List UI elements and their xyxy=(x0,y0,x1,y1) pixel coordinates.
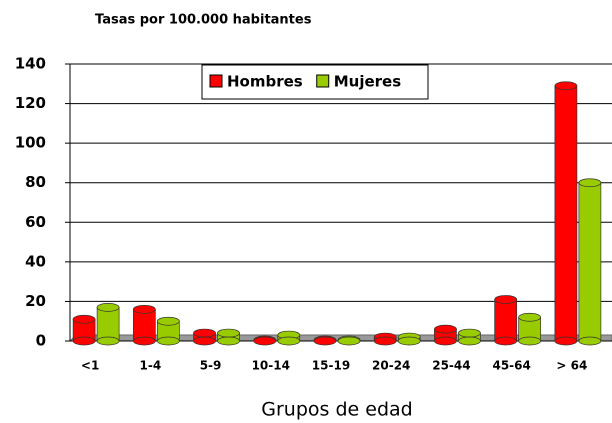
bar xyxy=(578,182,602,342)
bar-base xyxy=(217,336,240,346)
y-tick-label: 60 xyxy=(25,213,46,231)
bar-cap xyxy=(217,328,240,338)
chart-title: Tasas por 100.000 habitantes xyxy=(95,13,312,28)
x-axis-label: Grupos de edad xyxy=(261,399,412,421)
x-tick-label: 5-9 xyxy=(200,359,222,373)
bar-base xyxy=(96,336,120,346)
bar-cap xyxy=(156,316,180,326)
bar-base xyxy=(277,336,301,346)
legend-box xyxy=(201,64,429,100)
bar xyxy=(96,307,120,342)
bar-cap xyxy=(132,304,156,314)
y-tick-label: 40 xyxy=(25,252,46,270)
legend-swatch xyxy=(316,74,330,88)
x-tick-label: 1-4 xyxy=(139,359,161,373)
y-tick-label: 80 xyxy=(25,173,46,191)
bar-cap xyxy=(578,178,602,188)
bar-cap xyxy=(193,328,216,338)
bar-base xyxy=(72,336,96,346)
legend: Hombres Mujeres xyxy=(201,64,429,100)
bar-base xyxy=(253,336,277,346)
y-tick-label: 100 xyxy=(15,134,46,152)
bar-base xyxy=(554,336,578,346)
bar xyxy=(132,308,156,342)
x-tick-label: 45-64 xyxy=(492,359,530,373)
y-tick-label: 0 xyxy=(36,332,46,350)
bar-cap xyxy=(434,324,457,334)
bar-base xyxy=(193,336,216,346)
legend-label: Mujeres xyxy=(334,73,401,91)
x-tick-label: > 64 xyxy=(556,359,587,373)
x-tick-label: 15-19 xyxy=(312,359,350,373)
bar-cap xyxy=(494,295,518,304)
x-tick-label: <1 xyxy=(81,359,99,373)
bar-base xyxy=(397,336,421,346)
bar-cap xyxy=(518,312,542,322)
bar-cap xyxy=(72,314,96,324)
bar xyxy=(554,85,578,342)
bar-cap xyxy=(96,303,120,312)
x-tick-label: 25-44 xyxy=(432,359,470,373)
bar-base xyxy=(494,336,518,346)
y-tick-label: 140 xyxy=(15,55,46,73)
legend-swatch xyxy=(209,74,223,88)
x-tick-label: 20-24 xyxy=(372,359,410,373)
bar-base xyxy=(373,336,397,346)
bar-base xyxy=(434,336,457,346)
bar-base xyxy=(313,336,337,346)
bar-base xyxy=(578,336,602,346)
bar-base xyxy=(156,336,180,346)
bar-cap xyxy=(554,81,578,91)
bar xyxy=(494,299,518,342)
x-tick-label: 10-14 xyxy=(252,359,290,373)
legend-label: Hombres xyxy=(227,73,303,91)
bar-base xyxy=(337,336,361,346)
bar-base xyxy=(518,336,542,346)
y-tick-label: 20 xyxy=(25,292,46,310)
bar-cap xyxy=(458,328,481,338)
bar-base xyxy=(132,336,156,346)
bar-base xyxy=(458,336,481,346)
y-tick-label: 120 xyxy=(15,94,46,112)
